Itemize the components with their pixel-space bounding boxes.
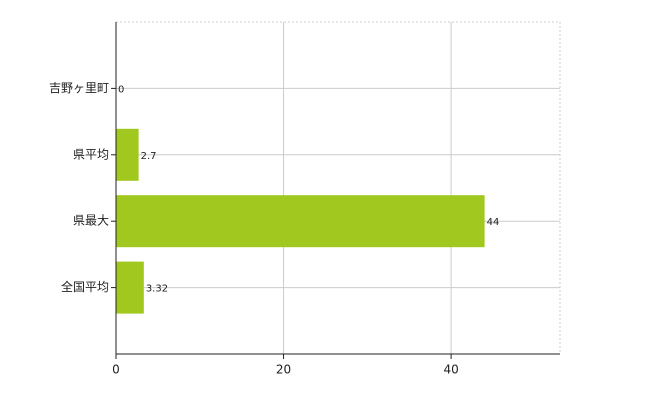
bar xyxy=(116,261,144,314)
x-tick-label: 40 xyxy=(443,363,458,377)
bar xyxy=(116,195,485,248)
value-label: 44 xyxy=(487,217,500,228)
y-tick-label: 全国平均 xyxy=(61,279,109,294)
x-tick-label: 0 xyxy=(112,363,120,377)
y-tick-label: 県最大 xyxy=(73,214,109,228)
value-label: 0 xyxy=(118,84,124,95)
value-label: 3.32 xyxy=(146,284,168,295)
value-label: 2.7 xyxy=(141,151,157,162)
y-tick-label: 吉野ヶ里町 xyxy=(49,81,109,95)
bar xyxy=(116,128,139,181)
y-tick-label: 県平均 xyxy=(73,147,109,161)
x-tick-label: 20 xyxy=(276,363,291,377)
